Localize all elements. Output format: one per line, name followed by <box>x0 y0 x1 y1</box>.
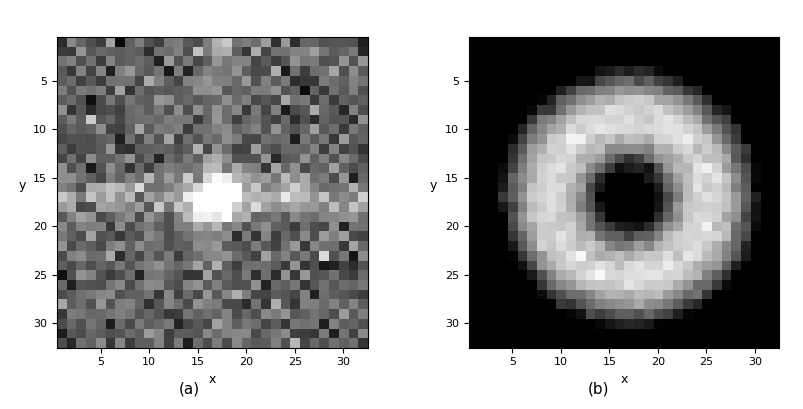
Y-axis label: y: y <box>18 179 26 192</box>
Text: (b): (b) <box>588 382 609 397</box>
X-axis label: x: x <box>619 373 627 386</box>
Y-axis label: y: y <box>430 179 437 192</box>
Text: (a): (a) <box>178 382 199 397</box>
X-axis label: x: x <box>208 373 216 386</box>
